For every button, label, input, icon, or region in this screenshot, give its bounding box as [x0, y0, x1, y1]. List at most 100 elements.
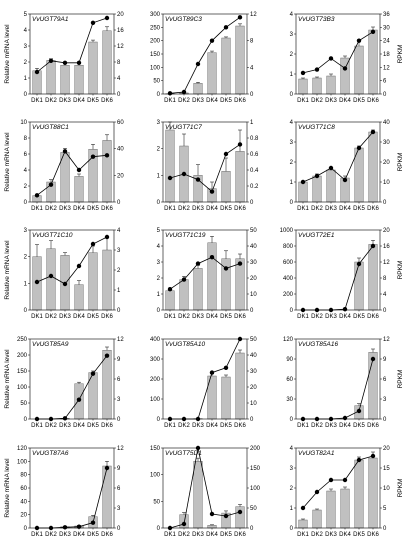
left-tick-label: 5	[24, 12, 28, 18]
rpkm-line	[169, 17, 241, 94]
bar	[88, 252, 98, 311]
rpkm-point	[62, 60, 68, 65]
x-tick-label: DK3	[192, 314, 204, 320]
rpkm-point	[104, 465, 110, 471]
plot-frame	[295, 447, 381, 529]
rpkm-point	[209, 511, 215, 517]
bar	[235, 25, 245, 95]
right-tick-label: 8	[117, 60, 121, 66]
right-tick-label: 0.2	[250, 184, 259, 190]
right-tick-label: 0	[117, 526, 121, 532]
right-tick-label: 0	[117, 308, 121, 314]
panel-title: VvUGT89C3	[165, 16, 202, 23]
panel: 0 50 100 150 0 50 100 150 200 DK1 DK2 DK3 DK4 DK5 DK6 V…	[150, 445, 261, 538]
bar	[298, 519, 308, 529]
right-tick-label: 60	[117, 120, 124, 126]
x-tick-label: DK2	[45, 98, 57, 104]
left-axis-title: Relative mRNA level	[4, 458, 11, 518]
rpkm-point	[76, 397, 82, 402]
left-tick-label: 100	[150, 65, 161, 71]
right-tick-label: 6	[383, 79, 387, 85]
x-tick-label: DK5	[353, 206, 365, 212]
right-tick-label: 12	[250, 12, 257, 18]
rpkm-point	[48, 273, 54, 279]
rpkm-point	[195, 177, 201, 182]
right-tick-label: 1	[250, 120, 254, 126]
right-tick-label: 40	[383, 120, 390, 126]
x-tick-label: DK2	[178, 532, 190, 538]
rpkm-point	[356, 145, 362, 151]
right-tick-label: 12	[383, 337, 390, 343]
x-tick-label: DK2	[178, 98, 190, 104]
right-tick-label: 40	[117, 147, 124, 153]
left-tick-label: 0	[24, 526, 28, 532]
x-tick-label: DK1	[164, 314, 176, 320]
bar	[354, 147, 364, 203]
x-tick-label: DK5	[87, 206, 99, 212]
right-tick-label: 9	[117, 357, 121, 363]
right-tick-label: 10	[383, 180, 390, 186]
rpkm-point	[237, 15, 243, 20]
rpkm-point	[209, 38, 215, 43]
right-tick-label: 100	[250, 486, 261, 492]
x-tick-label: DK1	[31, 98, 43, 104]
right-tick-label: 16	[117, 28, 124, 34]
x-tick-label: DK1	[297, 532, 309, 538]
bar	[312, 175, 322, 203]
x-tick-label: DK1	[164, 206, 176, 212]
panel-title: VvUGT71C19	[165, 232, 206, 239]
x-tick-label: DK4	[206, 98, 218, 104]
rpkm-point	[90, 20, 96, 25]
right-tick-label: 20	[250, 385, 257, 391]
rpkm-point	[104, 353, 110, 358]
right-axis-title: RPKM	[397, 261, 404, 280]
x-tick-label: DK6	[367, 98, 379, 104]
right-tick-label: 6	[383, 377, 387, 383]
left-tick-label: 0	[157, 417, 161, 423]
right-tick-label: 0	[383, 308, 387, 314]
left-tick-label: 0	[157, 200, 161, 206]
left-tick-label: 150	[150, 52, 161, 58]
panel: 0 20 40 60 80 100 120 0 3 6 9 12 DK1 DK2 DK3 DK4 DK5 DK6 V…	[4, 446, 124, 538]
right-tick-label: 50	[250, 337, 257, 343]
right-tick-label: 12	[383, 65, 390, 71]
x-tick-label: DK3	[59, 206, 71, 212]
bar	[207, 525, 217, 529]
x-tick-label: DK5	[87, 532, 99, 538]
x-tick-label: DK3	[192, 532, 204, 538]
right-tick-label: 12	[117, 337, 124, 343]
panel: 0 100 200 300 400 0 10 20 30 40 50 DK1 DK2 DK3 DK4 DK5 D…	[150, 336, 257, 429]
rpkm-point	[48, 182, 54, 187]
left-tick-label: 80	[20, 473, 27, 479]
right-tick-label: 150	[250, 466, 261, 472]
panel: 0 1 2 3 4 0 5 10 15 20 DK1 DK2 DK3 DK4 DK5 DK6 VvUGT82A1…	[290, 446, 404, 538]
bar	[354, 459, 364, 529]
rpkm-point	[370, 356, 376, 362]
left-tick-label: 2	[24, 60, 28, 66]
left-tick-label: 150	[17, 369, 28, 375]
rpkm-point	[370, 453, 376, 459]
x-tick-label: DK6	[367, 423, 379, 429]
bar	[368, 352, 378, 420]
rpkm-point	[223, 25, 229, 30]
left-tick-label: 120	[17, 446, 28, 452]
left-tick-label: 250	[150, 25, 161, 31]
right-tick-label: 12	[117, 44, 124, 50]
rpkm-line	[169, 144, 241, 193]
panel-title: VvUGT71C7	[165, 124, 202, 131]
x-tick-label: DK4	[339, 98, 351, 104]
rpkm-point	[34, 279, 40, 285]
x-tick-label: DK6	[101, 206, 113, 212]
rpkm-point	[62, 525, 68, 530]
right-tick-label: 3	[383, 397, 387, 403]
left-tick-label: 10	[20, 120, 27, 126]
x-tick-label: DK2	[311, 206, 323, 212]
x-tick-label: DK5	[353, 98, 365, 104]
right-axis-title: RPKM	[397, 370, 404, 389]
left-tick-label: 100	[17, 459, 28, 465]
left-tick-label: 300	[150, 12, 161, 18]
left-tick-label: 2	[157, 276, 161, 282]
bar	[60, 152, 70, 203]
plot-frame	[29, 338, 115, 420]
